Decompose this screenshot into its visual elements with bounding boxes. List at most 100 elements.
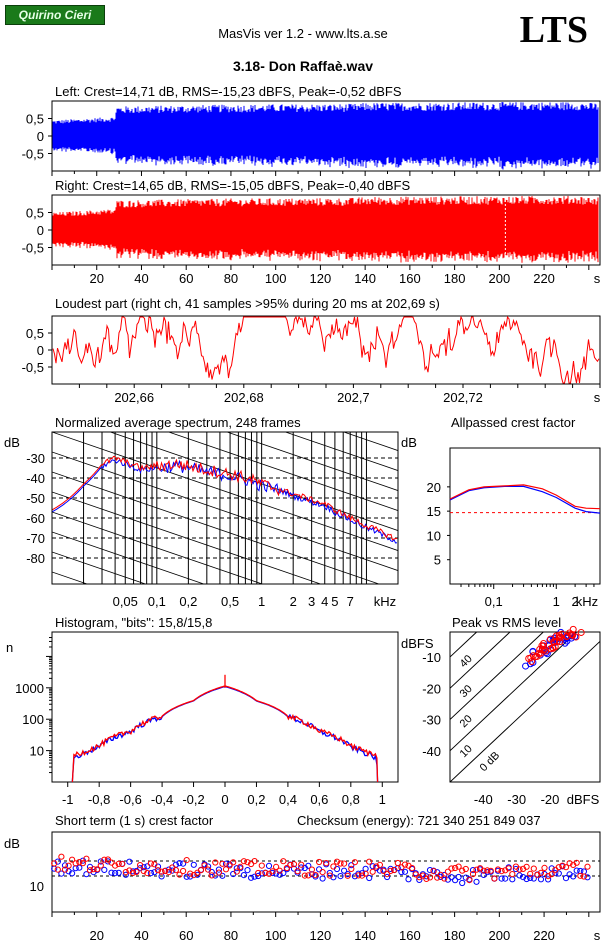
short-term-crest-left-point [233, 865, 240, 872]
short-term-crest-right-point [316, 858, 323, 866]
waveform-xtick-label: 120 [310, 271, 332, 286]
short-term-crest-right-point [294, 868, 301, 875]
short-term-crest-left-point [251, 873, 258, 880]
short-term-crest-right-point [273, 863, 280, 871]
short-term-crest-right-point [122, 869, 129, 876]
histogram-xtick-label: -0,8 [88, 792, 110, 807]
short-term-crest-left-point [537, 876, 545, 883]
spectrum-slope-line [52, 432, 398, 551]
peak-rms-diagonal [450, 640, 600, 782]
waveform-ytick-label: -0,5 [22, 147, 44, 162]
short-term-crest-right-point [437, 871, 444, 878]
spectrum-xtick-label: 5 [331, 594, 338, 609]
short-term-crest-right-point [409, 865, 416, 872]
short-term-crest-right-point [430, 868, 437, 875]
short-term-crest-ytick-label: 10 [30, 879, 44, 894]
histogram-xtick-label: 1 [379, 792, 386, 807]
short-term-crest-right-point [154, 867, 162, 874]
short-term-crest-left-point [584, 874, 591, 881]
short-term-crest-left-point [452, 877, 459, 884]
short-term-crest-right-point [341, 860, 348, 867]
short-term-crest-left-point [562, 875, 570, 882]
short-term-crest-right-point [104, 856, 112, 863]
waveform-xtick-label: s [594, 271, 601, 286]
short-term-crest-right-point [108, 859, 115, 866]
short-term-crest-left-point [498, 875, 505, 882]
quirino-cieri-badge: Quirino Cieri [5, 5, 105, 25]
peak-rms-right-point [568, 631, 576, 639]
short-term-crest-left-point [83, 871, 90, 878]
short-term-crest-left-point [101, 866, 108, 874]
spectrum-xtick-label: 0,2 [179, 594, 197, 609]
short-term-crest-right-point [401, 861, 409, 868]
short-term-crest-right-point [298, 861, 305, 868]
short-term-crest-left-point [387, 865, 394, 873]
short-term-crest-right-point [144, 870, 151, 877]
spectrum-right-line [52, 455, 398, 541]
short-term-crest-right-point [308, 866, 315, 873]
short-term-crest-left-point [265, 862, 273, 870]
short-term-crest-left-point [405, 876, 412, 883]
spectrum-slope-line [52, 551, 147, 584]
spectrum-slope-line [52, 511, 264, 584]
loudest-xtick-label: s [594, 390, 601, 405]
short-term-crest-left-point [176, 860, 183, 867]
short-term-crest-right-point [358, 872, 366, 879]
short-term-crest-right-point [222, 866, 230, 873]
spectrum-ytick-label: -50 [26, 491, 45, 506]
waveform-left-trace [52, 102, 599, 170]
short-term-crest-right-point [473, 866, 480, 873]
short-term-crest-xtick-label: 100 [265, 928, 287, 943]
short-term-crest-right-point [455, 863, 462, 870]
short-term-crest-right-point [530, 865, 537, 872]
peak-rms-ytick-label: -40 [422, 744, 441, 759]
short-term-crest-left-point [437, 873, 444, 881]
waveform-ytick-label: 0,5 [26, 112, 44, 127]
histogram-xtick-label: 0,2 [247, 792, 265, 807]
short-term-crest-left-point [248, 874, 255, 881]
short-term-crest-left-point [484, 869, 491, 876]
short-term-crest-right-point [559, 862, 566, 869]
short-term-crest-right-point [112, 862, 119, 869]
waveform-ytick-label: 0 [37, 129, 44, 144]
short-term-crest-right-point [180, 867, 187, 875]
short-term-crest-left-point [240, 872, 247, 879]
short-term-crest-right-point [423, 875, 430, 883]
short-term-crest-right-point [240, 858, 247, 865]
short-term-crest-left-point [344, 871, 351, 878]
short-term-crest-right-point [348, 865, 355, 873]
short-term-crest-right-point [76, 859, 83, 866]
crest-factor-right-line [449, 484, 601, 510]
loudest-xtick-label: 202,68 [224, 390, 264, 405]
crest-factor-title: Allpassed crest factor [451, 415, 576, 430]
short-term-crest-right-point [83, 855, 90, 862]
short-term-crest-right-point [187, 870, 194, 877]
short-term-crest-xtick-label: 20 [90, 928, 104, 943]
short-term-crest-left-point [326, 869, 333, 877]
short-term-crest-right-point [419, 872, 426, 879]
waveform-xtick-label: 100 [265, 271, 287, 286]
peak-rms-right-point [557, 633, 565, 641]
waveform-xtick-label: 200 [488, 271, 510, 286]
app-title: MasVis ver 1.2 - www.lts.a.se [218, 26, 388, 41]
short-term-crest-left-point [58, 870, 65, 877]
short-term-crest-right-point [215, 869, 222, 876]
short-term-crest-left-point [548, 865, 555, 872]
spectrum-slope-line [52, 592, 398, 711]
short-term-crest-right-point [487, 867, 494, 874]
histogram-xtick-label: 0,4 [279, 792, 297, 807]
short-term-crest-left-point [115, 869, 122, 876]
waveform-title: Right: Crest=14,65 dB, RMS=-15,05 dBFS, … [55, 178, 410, 193]
short-term-crest-left-point [54, 858, 61, 865]
short-term-crest-right-point [183, 857, 190, 864]
short-term-crest-right-point [72, 860, 79, 867]
short-term-crest-left-point [316, 866, 323, 873]
short-term-crest-right-point [484, 867, 491, 874]
short-term-crest-xtick-label: 80 [224, 928, 238, 943]
spectrum-xtick-label: 2 [290, 594, 297, 609]
short-term-crest-right-point [269, 868, 276, 875]
short-term-crest-right-point [101, 856, 108, 863]
short-term-crest-left-point [180, 860, 187, 867]
short-term-crest-right-point [337, 860, 344, 867]
short-term-crest-right-point [491, 875, 498, 882]
